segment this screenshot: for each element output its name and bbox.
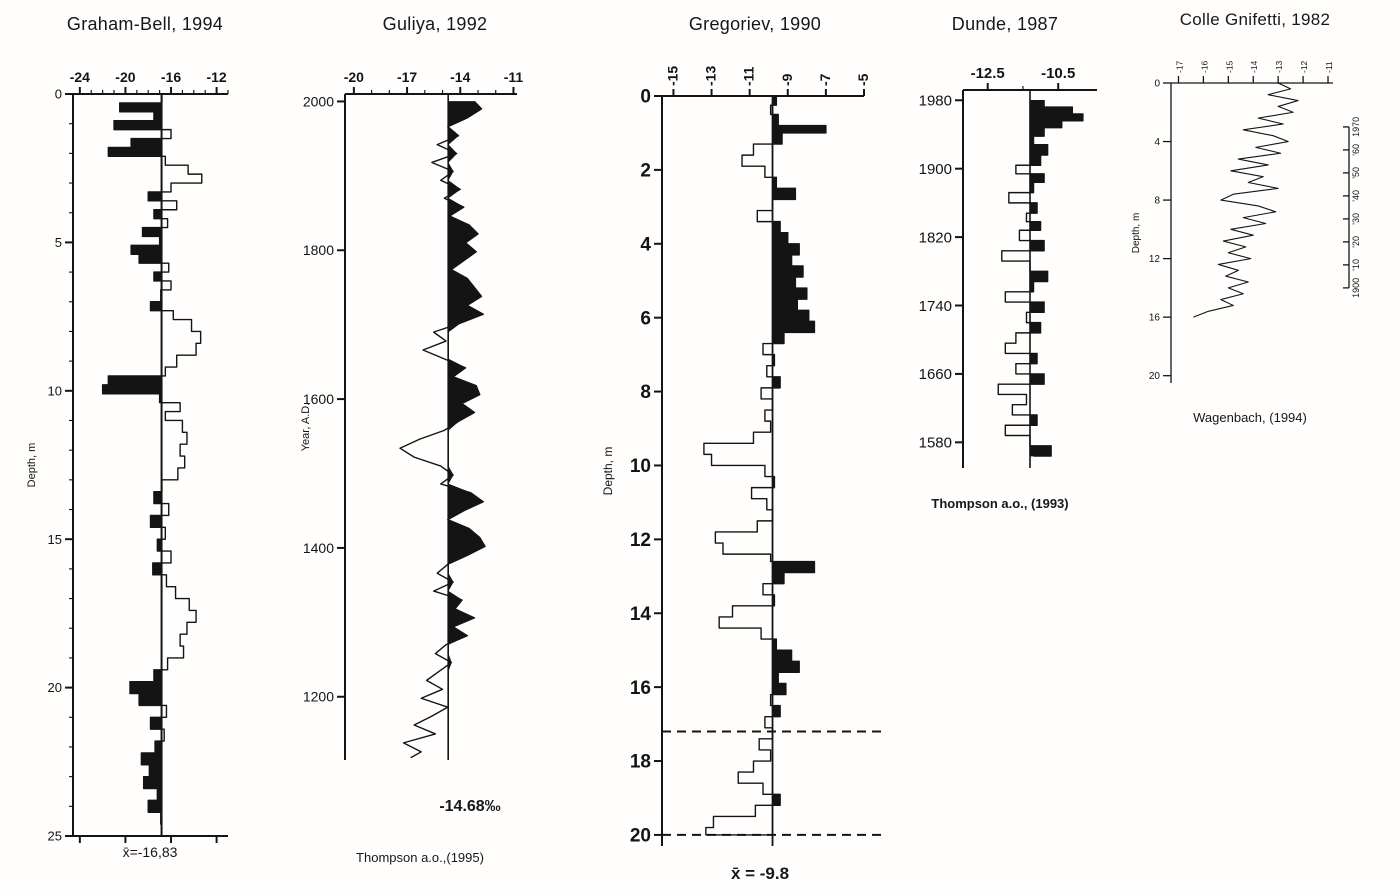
svg-text:14: 14	[630, 604, 652, 625]
svg-text:-7: -7	[817, 73, 833, 86]
svg-text:10: 10	[48, 383, 62, 398]
profile-chart-colle-gnifetti: -17 -16 -15 -14 -13 -12 -11 0 4 8 12 16 20 Depth, m 19…	[1131, 60, 1361, 383]
svg-text:-12: -12	[206, 69, 226, 85]
svg-text:'60: '60	[1351, 144, 1361, 156]
profile-chart-guliya: -20 -17 -14 -11 2000 1800 1600 1400 1200 Year, A.…	[300, 69, 524, 760]
mean-value-gregoriev: x̄ = -9.8	[730, 864, 790, 883]
svg-text:1980: 1980	[919, 93, 952, 110]
svg-text:-12.5: -12.5	[971, 65, 1005, 82]
svg-text:1800: 1800	[303, 242, 334, 258]
svg-text:-15: -15	[1224, 60, 1234, 73]
svg-text:-20: -20	[344, 69, 364, 85]
svg-text:-16: -16	[1199, 60, 1209, 73]
profile-chart-dunde: -12.5 -10.5 1980 1900 1820 1740 1660 1580	[919, 65, 1097, 468]
svg-text:18: 18	[630, 752, 651, 773]
svg-text:-9: -9	[779, 73, 795, 86]
svg-text:2: 2	[640, 161, 651, 182]
svg-text:-5: -5	[855, 73, 871, 86]
svg-text:20: 20	[48, 680, 62, 695]
svg-text:16: 16	[1149, 313, 1161, 324]
svg-text:1970: 1970	[1351, 117, 1361, 137]
svg-text:8: 8	[640, 382, 651, 403]
panel-title-dunde: Dunde, 1987	[951, 14, 1059, 34]
panel-title-graham-bell: Graham-Bell, 1994	[66, 14, 224, 34]
svg-text:'20: '20	[1351, 236, 1361, 248]
svg-text:-12: -12	[1299, 60, 1309, 73]
svg-text:4: 4	[640, 234, 651, 255]
svg-text:-14: -14	[450, 69, 470, 85]
panel-guliya: Guliya, 1992 -20 -17 -14 -11 2000 1800 1600 140…	[290, 0, 560, 894]
svg-text:-15: -15	[664, 66, 680, 86]
panel-dunde: Dunde, 1987 -12.5 -10.5 1980 1900 1820 1740 16…	[890, 0, 1120, 560]
svg-text:12: 12	[1149, 254, 1161, 265]
svg-text:-16: -16	[161, 69, 181, 85]
svg-text:4: 4	[1154, 137, 1160, 148]
svg-text:1740: 1740	[919, 298, 952, 315]
svg-text:-24: -24	[70, 69, 90, 85]
source-dunde: Thompson a.o., (1993)	[931, 496, 1069, 511]
svg-text:0: 0	[55, 87, 62, 102]
svg-text:20: 20	[1149, 371, 1161, 382]
panel-title-guliya: Guliya, 1992	[382, 14, 488, 34]
svg-text:-14: -14	[1249, 60, 1259, 73]
svg-text:1820: 1820	[919, 229, 952, 246]
svg-text:1900: 1900	[1351, 278, 1361, 298]
svg-text:20: 20	[630, 826, 651, 847]
svg-text:5: 5	[55, 235, 62, 250]
svg-text:12: 12	[630, 530, 651, 551]
panel-colle-gnifetti: Colle Gnifetti, 1982 -17 -16 -15 -14 -13 -12-…	[1110, 0, 1400, 470]
svg-text:25: 25	[48, 829, 62, 844]
svg-text:-17: -17	[1174, 60, 1184, 73]
svg-text:10: 10	[630, 456, 651, 477]
svg-text:1400: 1400	[303, 540, 334, 556]
svg-text:Depth, m: Depth, m	[1131, 213, 1142, 254]
svg-text:Depth, m: Depth, m	[601, 447, 615, 496]
svg-text:8: 8	[1154, 196, 1160, 207]
svg-text:0: 0	[1154, 79, 1160, 90]
svg-text:'40: '40	[1351, 190, 1361, 202]
svg-text:'10: '10	[1351, 259, 1361, 271]
svg-text:0: 0	[640, 87, 651, 108]
svg-text:-17: -17	[397, 69, 417, 85]
svg-text:1600: 1600	[303, 391, 334, 407]
svg-text:-11: -11	[1324, 61, 1334, 73]
panel-title-colle-gnifetti: Colle Gnifetti, 1982	[1179, 10, 1331, 29]
panel-gregoriev: Gregoriev, 1990 -15 -13 -11 -9 -7 -5 0 2 4 6 8 10 12…	[585, 0, 895, 894]
svg-text:1900: 1900	[919, 161, 952, 178]
profile-chart-gregoriev: -15 -13 -11 -9 -7 -5 0 2 4 6 8 10 12 14 16 18 20 Depth, m	[601, 66, 886, 847]
mean-value-guliya: -14.68‰	[439, 798, 501, 815]
source-colle-gnifetti: Wagenbach, (1994)	[1193, 410, 1307, 425]
svg-text:Depth, m: Depth, m	[26, 443, 38, 488]
svg-text:'50: '50	[1351, 167, 1361, 179]
svg-text:1200: 1200	[303, 689, 334, 705]
svg-text:-11: -11	[504, 69, 524, 85]
svg-text:1660: 1660	[919, 366, 952, 383]
panel-graham-bell: Graham-Bell, 1994 -24 -20 -16 -12 0 5 10 15 20 25…	[0, 0, 290, 894]
svg-text:Year, A.D.: Year, A.D.	[300, 403, 312, 452]
mean-value-graham-bell: x̄=-16,83	[122, 844, 178, 860]
source-guliya: Thompson a.o.,(1995)	[356, 850, 484, 865]
svg-text:'30: '30	[1351, 213, 1361, 225]
svg-text:-10.5: -10.5	[1041, 65, 1075, 82]
svg-text:1580: 1580	[919, 435, 952, 452]
panel-title-gregoriev: Gregoriev, 1990	[688, 14, 822, 34]
svg-text:-11: -11	[741, 66, 757, 86]
svg-text:6: 6	[640, 308, 651, 329]
profile-chart-graham-bell: -24 -20 -16 -12 0 5 10 15 20 25 Depth, m	[26, 69, 229, 844]
svg-text:-13: -13	[1274, 60, 1284, 73]
svg-text:15: 15	[48, 532, 62, 547]
svg-text:-13: -13	[703, 66, 719, 86]
svg-text:2000: 2000	[303, 93, 334, 109]
svg-text:16: 16	[630, 678, 651, 699]
svg-text:-20: -20	[115, 69, 135, 85]
